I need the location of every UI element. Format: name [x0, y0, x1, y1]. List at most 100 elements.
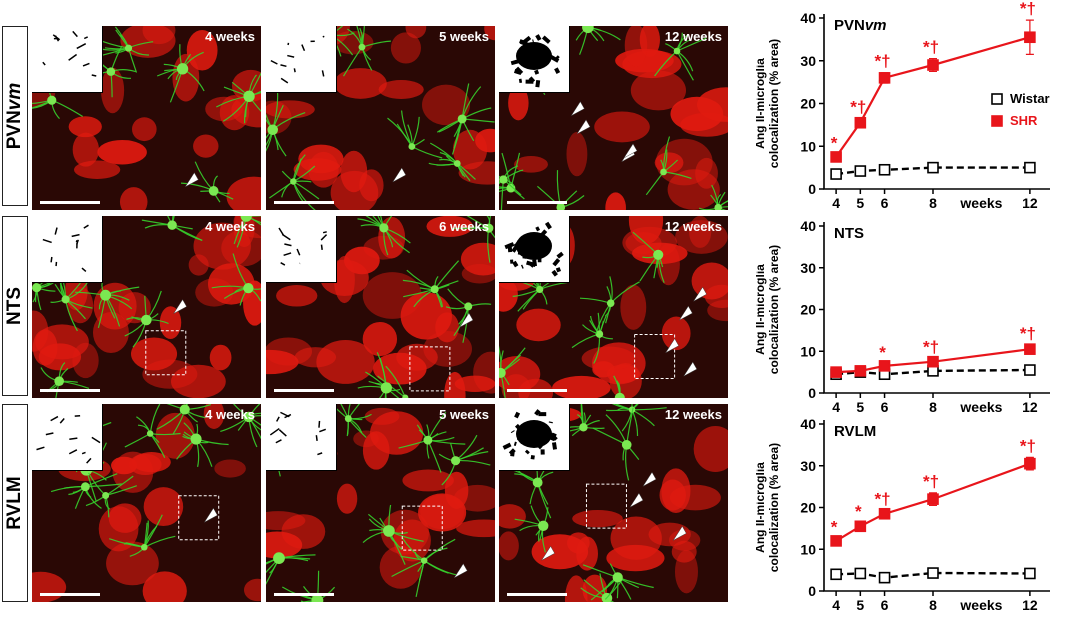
- x-axis-label: weeks: [959, 597, 1002, 613]
- shr-point: [878, 360, 891, 372]
- wistar-point: [1024, 161, 1036, 174]
- scale-bar: [274, 593, 334, 596]
- timepoint-label: 4 weeks: [205, 407, 255, 422]
- significance-marker: *†: [1020, 2, 1036, 18]
- shr-point: [854, 365, 867, 377]
- timepoint-label: 6 weeks: [439, 219, 489, 234]
- y-axis-label: Ang II-microgliacolocalization (% area): [756, 443, 781, 572]
- chart-rvlm: Ang II-microgliacolocalization (% area) 0…: [753, 408, 1065, 614]
- wistar-point: [927, 161, 939, 174]
- scale-bar: [40, 201, 100, 204]
- row-label-text: PVNvm: [4, 82, 25, 150]
- wistar-point: [830, 568, 842, 581]
- scale-bar: [274, 201, 334, 204]
- x-tick-label: 12: [1022, 195, 1038, 211]
- y-tick-label: 10: [800, 541, 816, 557]
- row-label-nts: NTS: [2, 216, 28, 396]
- x-tick-label: 6: [881, 399, 889, 415]
- shr-point: [1024, 31, 1036, 44]
- binary-inset: [499, 26, 570, 93]
- row-label-pvnvm: PVNvm: [2, 26, 28, 206]
- wistar-point: [854, 165, 867, 177]
- row-label-text: RVLM: [4, 476, 25, 530]
- significance-marker: *: [879, 343, 886, 362]
- y-tick-label: 30: [800, 458, 816, 474]
- timepoint-label: 12 weeks: [664, 407, 722, 422]
- micrograph-panel: 4 weeks: [32, 26, 261, 210]
- binary-inset: [266, 26, 337, 93]
- significance-marker: *: [855, 502, 862, 521]
- x-axis-label: weeks: [959, 195, 1002, 211]
- legend-wistar-label: Wistar: [1010, 91, 1050, 106]
- shr-point: [830, 151, 842, 163]
- scale-bar: [507, 201, 567, 204]
- x-tick-label: 4: [832, 399, 840, 415]
- x-tick-label: 4: [832, 597, 840, 613]
- wistar-point: [878, 571, 891, 584]
- x-tick-label: 5: [856, 195, 864, 211]
- significance-marker: *†: [850, 97, 866, 116]
- y-tick-label: 40: [800, 218, 816, 234]
- binary-inset: [266, 404, 337, 471]
- binary-inset: [32, 26, 103, 93]
- timepoint-label: 5 weeks: [439, 407, 489, 422]
- x-tick-label: 8: [929, 195, 937, 211]
- shr-point: [830, 535, 842, 547]
- x-tick-label: 8: [929, 597, 937, 613]
- chart-title: PVNvm: [834, 17, 887, 34]
- significance-marker: *: [831, 133, 838, 152]
- x-tick-label: 6: [881, 195, 889, 211]
- scale-bar: [507, 593, 567, 596]
- legend-wistar-marker: [991, 93, 1003, 105]
- micrograph-panel: 12 weeks: [499, 404, 728, 602]
- scale-bar: [40, 593, 100, 596]
- y-tick-label: 10: [800, 138, 816, 154]
- shr-point: [1024, 343, 1036, 355]
- wistar-point: [878, 163, 891, 176]
- timepoint-label: 12 weeks: [664, 29, 722, 44]
- significance-marker: *†: [875, 52, 891, 71]
- y-tick-label: 30: [800, 260, 816, 276]
- legend-shr-label: SHR: [1010, 113, 1038, 128]
- timepoint-label: 12 weeks: [664, 219, 722, 234]
- significance-marker: *†: [875, 489, 891, 508]
- significance-marker: *†: [923, 337, 939, 356]
- micrograph-panel: 6 weeks: [266, 216, 495, 398]
- wistar-point: [1024, 364, 1036, 376]
- x-tick-label: 8: [929, 399, 937, 415]
- chart-pvnvm: Ang II-microgliacolocalization (% area) 0…: [753, 0, 1065, 212]
- significance-marker: *†: [923, 38, 939, 57]
- y-axis-label: Ang II-microgliacolocalization (% area): [756, 245, 781, 374]
- x-tick-label: 5: [856, 399, 864, 415]
- y-tick-label: 0: [808, 583, 816, 599]
- binary-inset: [499, 216, 570, 283]
- micrograph-panel: 4 weeks: [32, 404, 261, 602]
- micrograph-image: [499, 216, 728, 398]
- micrograph-image: [266, 404, 495, 602]
- chart-title: NTS: [834, 225, 864, 242]
- wistar-point: [927, 567, 939, 579]
- y-tick-label: 40: [800, 416, 816, 432]
- significance-marker: *†: [1020, 324, 1036, 343]
- y-tick-label: 0: [808, 181, 816, 197]
- scale-bar: [274, 389, 334, 392]
- x-axis-label: weeks: [959, 399, 1002, 415]
- x-tick-label: 4: [832, 195, 840, 211]
- y-tick-label: 20: [800, 302, 816, 318]
- y-axis-label: Ang II-microgliacolocalization (% area): [756, 39, 781, 168]
- micrograph-panel: 4 weeks: [32, 216, 261, 398]
- x-tick-label: 12: [1022, 597, 1038, 613]
- binary-inset: [499, 404, 570, 471]
- binary-inset: [266, 216, 337, 283]
- timepoint-label: 5 weeks: [439, 29, 489, 44]
- x-tick-label: 5: [856, 597, 864, 613]
- scale-bar: [40, 389, 100, 392]
- y-tick-label: 20: [800, 96, 816, 112]
- binary-inset: [32, 216, 103, 283]
- significance-marker: *: [831, 517, 838, 536]
- y-tick-label: 10: [800, 343, 816, 359]
- legend-shr-marker: [991, 115, 1003, 127]
- y-tick-label: 30: [800, 53, 816, 69]
- significance-marker: *†: [1020, 436, 1036, 455]
- row-label-text: NTS: [4, 287, 25, 325]
